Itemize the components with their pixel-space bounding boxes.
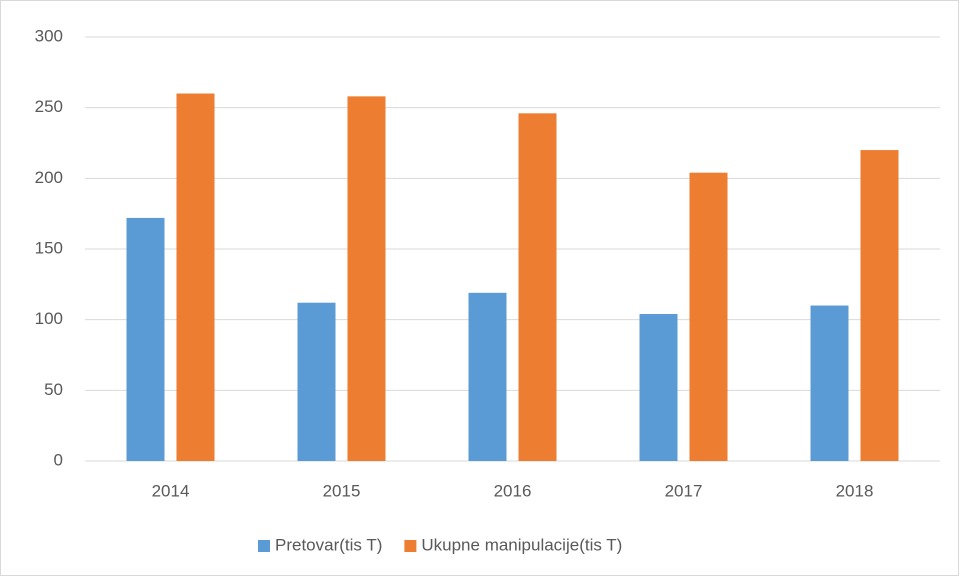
bar [297,302,336,461]
x-tick-label: 2016 [494,481,532,500]
x-tick-label: 2015 [323,481,361,500]
bar [126,217,165,461]
legend-label: Pretovar(tis T) [275,535,382,554]
legend-swatch [258,540,270,552]
legend-label: Ukupne manipulacije(tis T) [421,535,622,554]
bar [468,292,507,461]
bar [689,172,728,461]
bar [860,150,899,462]
bar [176,93,215,462]
bar [810,305,849,461]
bar [639,314,678,461]
y-tick-label: 250 [35,97,63,116]
bar [518,113,557,461]
y-tick-label: 50 [44,380,63,399]
y-tick-label: 200 [35,168,63,187]
bar [347,96,386,462]
y-tick-label: 100 [35,309,63,328]
x-tick-label: 2018 [836,481,874,500]
y-tick-label: 0 [54,450,63,469]
x-tick-label: 2014 [152,481,190,500]
legend-swatch [404,540,417,552]
x-tick-label: 2017 [665,481,703,500]
y-tick-label: 300 [35,26,63,45]
y-tick-label: 150 [35,238,63,257]
